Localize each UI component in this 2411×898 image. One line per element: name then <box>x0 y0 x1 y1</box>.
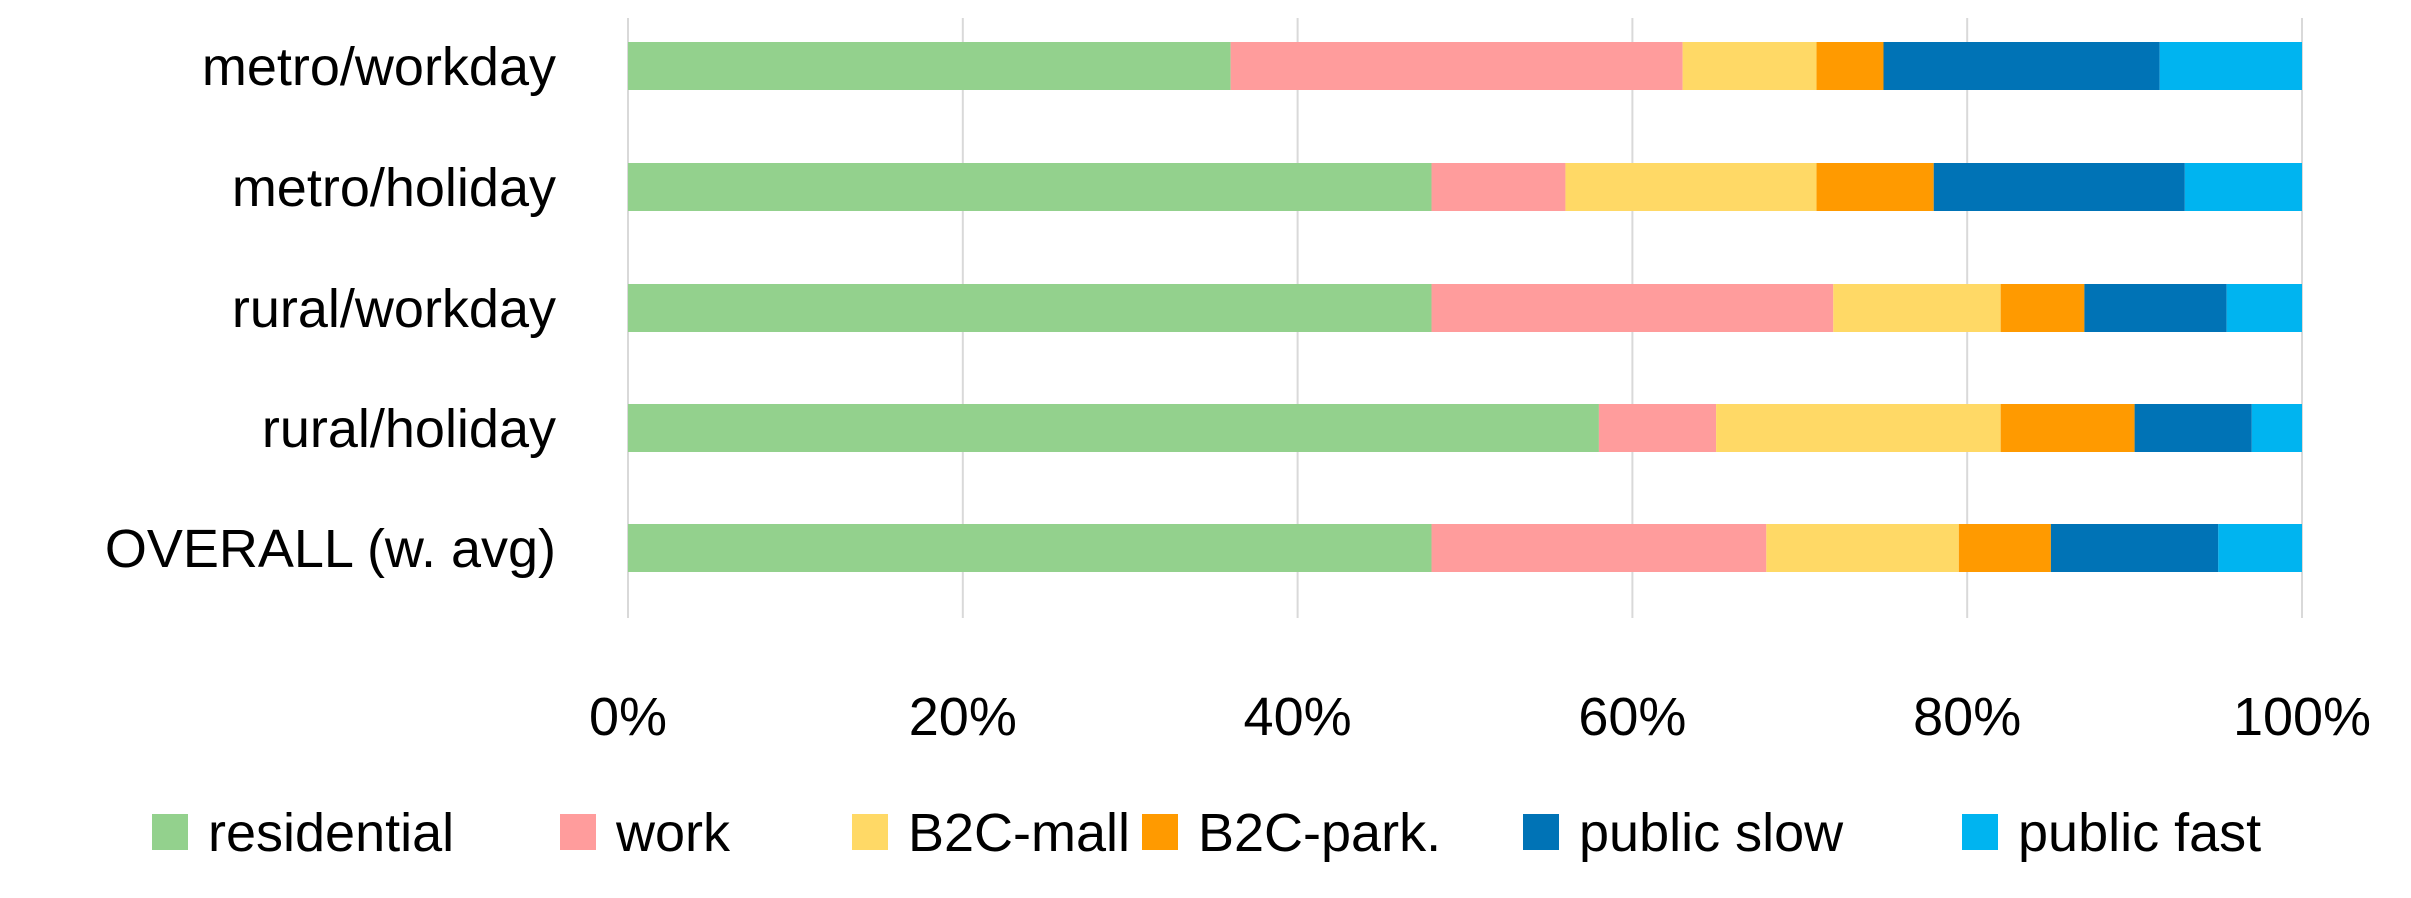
legend-swatch-1 <box>560 814 596 850</box>
bar-segment-4-2 <box>1766 524 1959 572</box>
bar-segment-4-5 <box>2218 524 2302 572</box>
bar-segment-0-5 <box>2159 42 2302 90</box>
bar-segment-4-0 <box>628 524 1432 572</box>
bar-segment-1-3 <box>1816 163 1934 211</box>
bar-segment-3-1 <box>1598 404 1717 452</box>
bar-segment-0-0 <box>628 42 1231 90</box>
legend-item-0: residential <box>152 803 454 863</box>
legend-label-3: B2C-park. <box>1198 803 1441 863</box>
bar-segment-3-0 <box>628 404 1599 452</box>
legend-swatch-0 <box>152 814 188 850</box>
legend-item-5: public fast <box>1962 803 2261 863</box>
legend-label-2: B2C-mall <box>908 803 1130 863</box>
x-tick-label-5: 100% <box>2233 687 2371 747</box>
legend-item-4: public slow <box>1523 803 1844 863</box>
bar-segment-3-3 <box>2000 404 2135 452</box>
legend-label-0: residential <box>208 803 454 863</box>
bar-segment-2-0 <box>628 284 1432 332</box>
bar-segment-1-2 <box>1565 163 1817 211</box>
bar-segment-4-4 <box>2050 524 2219 572</box>
category-label-2: rural/workday <box>232 279 556 339</box>
legend-item-3: B2C-park. <box>1142 803 1441 863</box>
legend-label-1: work <box>615 803 731 863</box>
category-label-0: metro/workday <box>202 37 556 97</box>
legend: residential work B2C-mall B2C-park. public s… <box>152 803 2261 863</box>
bar-segment-2-1 <box>1431 284 1834 332</box>
category-label-1: metro/holiday <box>232 158 556 218</box>
x-tick-labels: 0% 20% 40% 60% 80% 100% <box>589 687 2371 747</box>
legend-swatch-5 <box>1962 814 1998 850</box>
bar-segment-0-4 <box>1883 42 2160 90</box>
bar-segment-2-5 <box>2226 284 2302 332</box>
legend-item-1: work <box>560 803 731 863</box>
x-tick-label-4: 80% <box>1913 687 2021 747</box>
bar-segment-0-3 <box>1816 42 1884 90</box>
bar-segment-0-1 <box>1230 42 1683 90</box>
bar-segment-3-2 <box>1716 404 2001 452</box>
legend-swatch-4 <box>1523 814 1559 850</box>
category-label-4: OVERALL (w. avg) <box>105 519 556 579</box>
bar-segment-1-4 <box>1933 163 2185 211</box>
x-tick-label-2: 40% <box>1244 687 1352 747</box>
legend-label-4: public slow <box>1579 803 1844 863</box>
legend-item-2: B2C-mall <box>852 803 1130 863</box>
bar-segment-2-3 <box>2000 284 2085 332</box>
legend-label-5: public fast <box>2018 803 2261 863</box>
category-label-3: rural/holiday <box>262 399 556 459</box>
bar-segment-0-2 <box>1682 42 1817 90</box>
x-tick-label-1: 20% <box>909 687 1017 747</box>
bar-segment-2-2 <box>1833 284 2001 332</box>
x-tick-label-0: 0% <box>589 687 667 747</box>
legend-swatch-2 <box>852 814 888 850</box>
bar-segment-4-1 <box>1431 524 1767 572</box>
bar-segment-1-0 <box>628 163 1432 211</box>
bar-segment-3-5 <box>2251 404 2302 452</box>
bar-segment-4-3 <box>1958 524 2051 572</box>
legend-swatch-3 <box>1142 814 1178 850</box>
bar-segment-1-5 <box>2184 163 2302 211</box>
x-tick-label-3: 60% <box>1578 687 1686 747</box>
category-labels: metro/workday metro/holiday rural/workday r… <box>105 37 556 579</box>
bar-segment-3-4 <box>2134 404 2252 452</box>
bars <box>628 42 2302 572</box>
bar-segment-1-1 <box>1431 163 1566 211</box>
bar-segment-2-4 <box>2084 284 2227 332</box>
